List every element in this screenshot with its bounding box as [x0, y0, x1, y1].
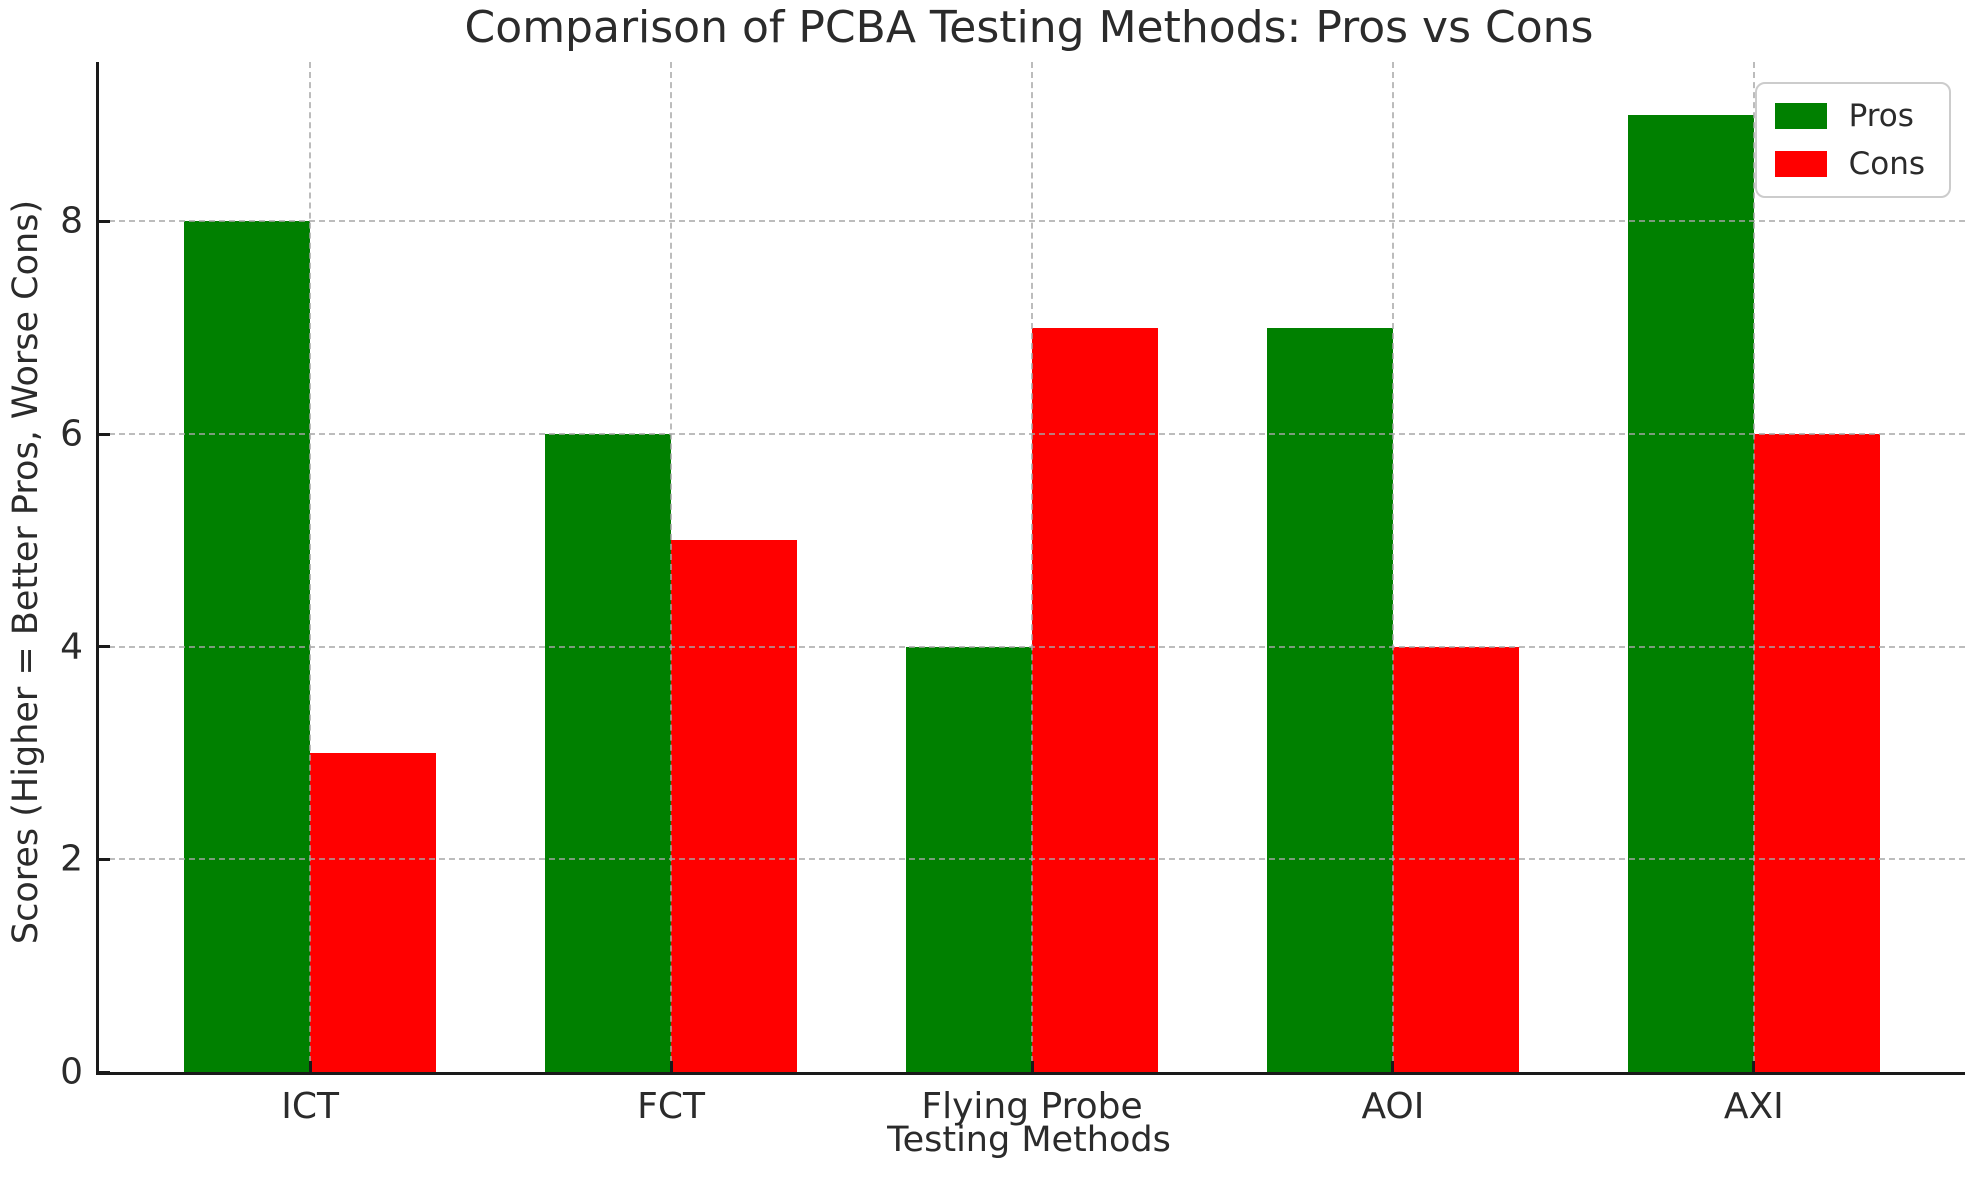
x-tick-mark-aoi	[1391, 1061, 1395, 1072]
legend-item-pros: Pros	[1774, 98, 1925, 134]
v-gridline-flying-probe	[1031, 62, 1033, 1072]
bar-pros-axi	[1627, 115, 1754, 1072]
v-gridline-fct	[670, 62, 673, 1072]
x-tick-mark-ict	[308, 1061, 312, 1072]
bar-pros-aoi	[1266, 327, 1393, 1072]
x-tick-label-aoi: AOI	[1361, 1086, 1425, 1127]
legend-label-pros: Pros	[1848, 98, 1914, 134]
x-axis-label: Testing Methods	[887, 1120, 1171, 1160]
bar-cons-axi	[1753, 434, 1881, 1072]
bar-cons-fct	[671, 540, 798, 1072]
legend-item-cons: Cons	[1774, 146, 1925, 182]
chart-title: Comparison of PCBA Testing Methods: Pros…	[464, 2, 1594, 53]
y-tick-mark-2	[99, 857, 110, 861]
y-tick-label-4: 4	[60, 626, 83, 668]
y-tick-label-0: 0	[60, 1051, 83, 1093]
y-tick-mark-6	[99, 432, 110, 436]
x-tick-label-axi: AXI	[1723, 1086, 1784, 1127]
plot-area: Pros Cons 0 2 4 6 8 ICT FCT Flying Probe AOI AXI	[60, 62, 1965, 1127]
v-gridline-ict	[309, 62, 312, 1072]
y-tick-mark-8	[99, 219, 110, 223]
y-tick-mark-0	[99, 1070, 110, 1074]
bar-pros-fct	[544, 434, 672, 1072]
x-tick-mark-axi	[1752, 1061, 1756, 1072]
y-tick-label-8: 8	[60, 200, 83, 242]
x-tick-label-flying-probe: Flying Probe	[921, 1086, 1143, 1127]
legend: Pros Cons	[1754, 82, 1951, 198]
v-gridline-axi	[1752, 62, 1755, 1072]
x-tick-mark-fct	[669, 1061, 673, 1072]
x-tick-label-ict: ICT	[281, 1086, 340, 1127]
bar-cons-flying-probe	[1032, 327, 1159, 1072]
pros-color-swatch	[1774, 103, 1827, 129]
cons-color-swatch	[1774, 151, 1827, 177]
x-tick-label-fct: FCT	[637, 1086, 705, 1127]
y-tick-mark-4	[99, 645, 110, 649]
legend-label-cons: Cons	[1848, 146, 1925, 182]
v-gridline-aoi	[1391, 62, 1394, 1072]
x-tick-mark-flying-probe	[1030, 1061, 1034, 1072]
bar-cons-ict	[310, 753, 437, 1072]
y-tick-label-6: 6	[60, 413, 83, 455]
y-tick-label-2: 2	[60, 838, 83, 880]
